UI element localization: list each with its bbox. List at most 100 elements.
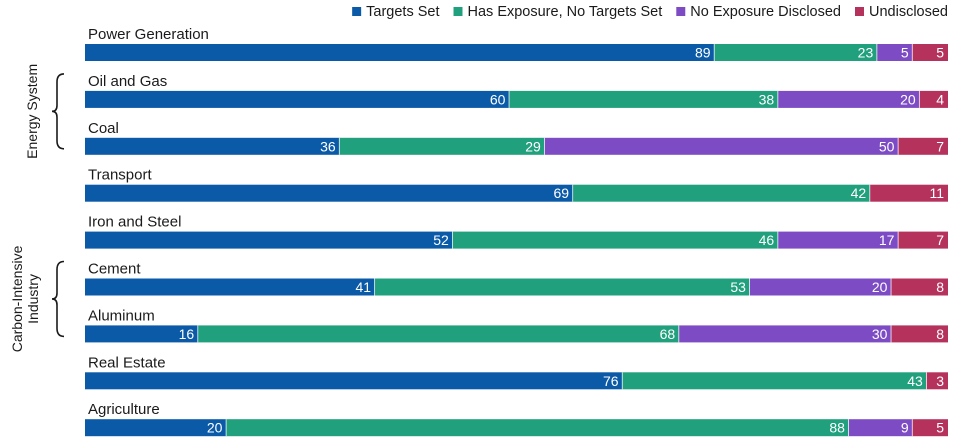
group-energy-system: Energy System [24,64,65,159]
legend-label-has-exposure-no-targets-set: Has Exposure, No Targets Set [468,4,663,20]
bar-segment-cement-targets-set [85,278,376,296]
bar-segment-real-estate-targets-set [85,372,623,390]
data-label-power-generation-has-exposure-no-targets-set: 23 [858,45,874,61]
bar-segment-transport-targets-set [85,184,574,202]
data-label-oil-and-gas-has-exposure-no-targets-set: 38 [759,91,775,107]
category-groups: Energy System Carbon-IntensiveIndustry [9,64,65,352]
bar-segment-coal-targets-set [85,137,340,155]
bar-segment-oil-and-gas-targets-set [85,90,510,108]
row-oil-and-gas: Oil and Gas 60 38 20 4 [85,73,948,108]
bar-segment-coal-has-exposure-no-targets-set [339,137,545,155]
bar-segment-aluminum-undisclosed [891,325,948,343]
category-label-cement: Cement [88,261,141,278]
bar-segment-power-generation-undisclosed [912,44,948,61]
legend-label-targets-set: Targets Set [366,4,439,20]
data-label-aluminum-undisclosed: 8 [936,326,944,342]
data-label-iron-and-steel-targets-set: 52 [433,232,449,248]
data-label-agriculture-undisclosed: 5 [936,420,944,436]
bar-segment-iron-and-steel-has-exposure-no-targets-set [452,231,779,249]
category-label-real-estate: Real Estate [88,354,166,371]
category-label-coal: Coal [88,120,119,137]
row-coal: Coal 36 29 50 7 [85,120,948,155]
category-label-iron-and-steel: Iron and Steel [88,214,181,231]
bar-segment-real-estate-has-exposure-no-targets-set [622,372,927,390]
bar-segment-aluminum-targets-set [85,325,199,343]
category-label-power-generation: Power Generation [88,26,209,43]
data-label-aluminum-has-exposure-no-targets-set: 68 [660,326,676,342]
data-label-aluminum-targets-set: 16 [179,326,195,342]
row-agriculture: Agriculture 20 88 9 5 [85,401,948,437]
bar-segment-agriculture-targets-set [85,419,227,437]
legend-item-targets-set: Targets Set [352,4,440,20]
data-label-agriculture-has-exposure-no-targets-set: 88 [829,420,845,436]
bar-segment-oil-and-gas-no-exposure-disclosed [778,90,920,108]
data-label-oil-and-gas-undisclosed: 4 [936,91,944,107]
data-label-iron-and-steel-no-exposure-disclosed: 17 [879,232,895,248]
bar-segment-aluminum-has-exposure-no-targets-set [198,325,680,343]
bar-segment-oil-and-gas-has-exposure-no-targets-set [509,90,779,108]
bar-segment-power-generation-no-exposure-disclosed [877,44,913,61]
row-iron-and-steel: Iron and Steel 52 46 17 7 [85,214,948,249]
data-label-transport-undisclosed: 11 [929,185,944,201]
data-label-power-generation-undisclosed: 5 [936,45,944,61]
group-carbon-intensive-industry: Carbon-IntensiveIndustry [9,245,65,352]
bar-segment-transport-has-exposure-no-targets-set [573,184,871,202]
data-label-iron-and-steel-has-exposure-no-targets-set: 46 [759,232,775,248]
category-label-agriculture: Agriculture [88,401,160,418]
legend-label-undisclosed: Undisclosed [869,4,948,20]
group-label: Energy System [24,64,40,159]
bar-segment-agriculture-no-exposure-disclosed [848,419,913,437]
bar-segment-agriculture-has-exposure-no-targets-set [226,419,849,437]
bar-segment-iron-and-steel-targets-set [85,231,453,249]
legend-swatch-has-exposure-no-targets-set [453,7,463,16]
data-label-agriculture-no-exposure-disclosed: 9 [901,420,909,436]
legend-item-has-exposure-no-targets-set: Has Exposure, No Targets Set [453,4,663,20]
bar-segment-aluminum-no-exposure-disclosed [679,325,892,343]
category-label-transport: Transport [88,167,152,184]
data-label-real-estate-has-exposure-no-targets-set: 43 [907,373,923,389]
bar-segment-cement-no-exposure-disclosed [749,278,892,296]
legend-label-no-exposure-disclosed: No Exposure Disclosed [690,4,841,20]
data-label-coal-no-exposure-disclosed: 50 [879,138,895,154]
row-aluminum: Aluminum 16 68 30 8 [85,307,948,343]
data-label-coal-has-exposure-no-targets-set: 29 [525,138,541,154]
row-power-generation: Power Generation 89 23 5 5 [85,26,948,61]
bar-segment-cement-has-exposure-no-targets-set [375,278,750,296]
group-label: Carbon-IntensiveIndustry [9,245,41,352]
bar-segment-transport-undisclosed [870,184,948,202]
data-label-aluminum-no-exposure-disclosed: 30 [872,326,888,342]
bar-segment-iron-and-steel-no-exposure-disclosed [778,231,899,249]
data-label-iron-and-steel-undisclosed: 7 [936,232,944,248]
data-label-real-estate-targets-set: 76 [603,373,619,389]
data-label-cement-has-exposure-no-targets-set: 53 [730,279,746,295]
data-label-transport-has-exposure-no-targets-set: 42 [851,185,867,201]
data-label-agriculture-targets-set: 20 [207,420,223,436]
bar-segment-real-estate-undisclosed [926,372,948,390]
legend-item-no-exposure-disclosed: No Exposure Disclosed [676,4,841,20]
data-label-cement-targets-set: 41 [355,279,371,295]
data-label-coal-undisclosed: 7 [936,138,944,154]
group-bracket [51,73,65,150]
legend-swatch-undisclosed [855,7,864,16]
data-label-oil-and-gas-no-exposure-disclosed: 20 [900,91,916,107]
data-label-cement-undisclosed: 8 [936,279,944,295]
row-real-estate: Real Estate 76 43 3 [85,354,948,390]
row-transport: Transport 69 42 11 [85,167,948,202]
data-label-power-generation-no-exposure-disclosed: 5 [901,45,909,61]
row-cement: Cement 41 53 20 8 [85,261,948,296]
bar-segment-agriculture-undisclosed [912,419,948,437]
bar-segment-iron-and-steel-undisclosed [898,231,948,249]
data-label-cement-no-exposure-disclosed: 20 [872,279,888,295]
bar-segment-power-generation-has-exposure-no-targets-set [714,44,878,61]
legend-swatch-targets-set [352,7,362,16]
data-label-transport-targets-set: 69 [554,185,570,201]
data-label-coal-targets-set: 36 [320,138,336,154]
data-label-real-estate-undisclosed: 3 [936,373,944,389]
bar-segment-power-generation-targets-set [85,44,715,61]
category-label-oil-and-gas: Oil and Gas [88,73,167,90]
bar-segment-coal-undisclosed [898,137,948,155]
category-label-aluminum: Aluminum [88,307,155,324]
legend: Targets Set Has Exposure, No Targets Set N… [352,4,948,20]
